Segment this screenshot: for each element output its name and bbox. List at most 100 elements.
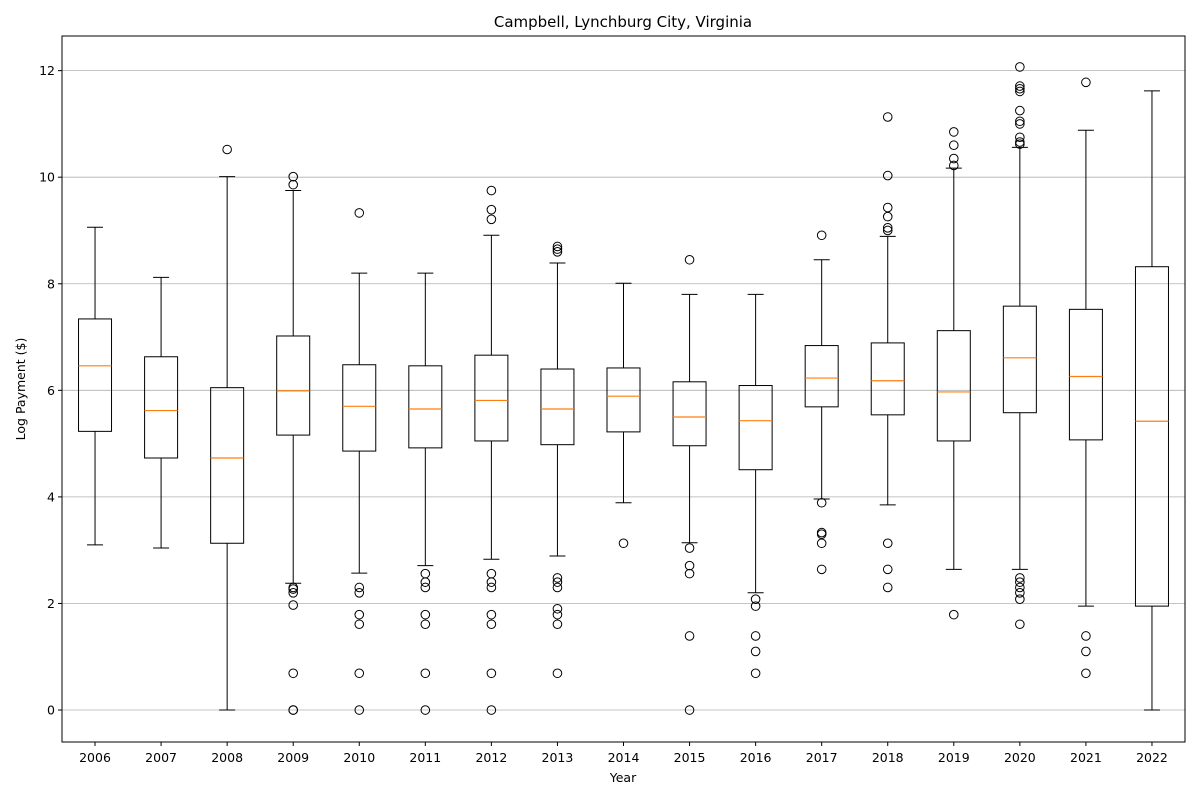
y-tick-label: 10 [39, 170, 55, 185]
x-tick-label: 2022 [1136, 750, 1168, 765]
outlier-point [486, 609, 497, 620]
x-tick-label: 2019 [938, 750, 970, 765]
outlier-point [684, 631, 695, 641]
outlier-point [1015, 139, 1025, 149]
iqr-box [936, 330, 971, 442]
outlier-point [552, 573, 563, 583]
outlier-point [684, 543, 695, 553]
x-tick-label: 2020 [1004, 750, 1036, 765]
outlier-point [486, 204, 497, 215]
outlier-point [1015, 619, 1025, 630]
outlier-point [420, 609, 431, 620]
outlier-point [1015, 62, 1025, 72]
chart-title: Campbell, Lynchburg City, Virginia [494, 13, 752, 31]
outlier-point [948, 127, 959, 137]
outlier-point [1081, 631, 1091, 641]
outlier-point [882, 170, 893, 181]
outlier-point [750, 631, 761, 641]
outlier-point [750, 646, 761, 657]
outlier-point [1015, 81, 1025, 91]
box-2018 [870, 112, 905, 593]
outlier-point [1015, 83, 1025, 94]
outlier-point [222, 144, 232, 155]
y-tick-label: 8 [47, 276, 55, 291]
box-2010 [342, 208, 377, 715]
outlier-point [420, 619, 431, 630]
outlier-point [486, 214, 497, 225]
iqr-box [276, 335, 311, 436]
outlier-point [354, 588, 365, 598]
outlier-point [882, 223, 893, 233]
box-2017 [804, 230, 839, 575]
outlier-point [354, 619, 365, 630]
outlier-point [882, 211, 893, 222]
x-axis-ticks: 2006 2007 2008 2009 2010 2011 2012 2013 2014 2015… [79, 742, 1168, 765]
outlier-point [552, 603, 563, 614]
y-tick-label: 12 [39, 63, 55, 78]
box-2009 [276, 171, 311, 715]
outlier-point [486, 705, 497, 715]
iqr-box [78, 318, 113, 432]
x-tick-label: 2009 [277, 750, 309, 765]
outlier-point [420, 577, 431, 587]
outlier-point [816, 497, 827, 508]
box-2019 [936, 127, 971, 620]
outlier-point [552, 609, 563, 620]
x-axis-label: Year [609, 770, 637, 785]
iqr-box [474, 354, 509, 442]
outlier-point [882, 202, 893, 213]
outlier-point [882, 582, 893, 593]
outlier-point [684, 705, 695, 715]
outlier-point [1015, 573, 1025, 583]
outlier-point [948, 153, 959, 164]
outlier-point [1015, 594, 1025, 605]
iqr-box [408, 365, 443, 449]
outlier-point [288, 584, 299, 594]
iqr-box [606, 367, 641, 433]
box-2015 [672, 254, 707, 715]
outlier-point [618, 538, 629, 549]
outlier-point [684, 560, 695, 571]
x-tick-label: 2010 [343, 750, 375, 765]
y-axis-ticks: 0 2 4 6 8 10 12 [39, 63, 62, 718]
outlier-point [354, 705, 365, 715]
iqr-box [1134, 266, 1169, 607]
x-tick-label: 2012 [475, 750, 507, 765]
outlier-point [288, 588, 299, 598]
outlier-point [486, 619, 497, 630]
outlier-point [750, 601, 761, 611]
x-tick-label: 2016 [740, 750, 772, 765]
outlier-point [1015, 577, 1025, 587]
x-tick-label: 2011 [409, 750, 441, 765]
x-tick-label: 2013 [542, 750, 574, 765]
outlier-point [288, 171, 299, 182]
outlier-point [552, 244, 563, 254]
box-2013 [540, 241, 575, 679]
y-axis-label: Log Payment ($) [13, 338, 28, 441]
box-2008 [210, 144, 245, 711]
outlier-point [816, 564, 827, 575]
outlier-point [552, 577, 563, 587]
outlier-point [684, 568, 695, 579]
outlier-point [354, 609, 365, 620]
outlier-point [552, 619, 563, 630]
outlier-point [816, 538, 827, 549]
box-2007 [144, 276, 179, 549]
iqr-box [342, 364, 377, 452]
x-tick-label: 2017 [806, 750, 838, 765]
box-2011 [408, 272, 443, 715]
outlier-point [486, 577, 497, 587]
outlier-point [882, 112, 893, 122]
outlier-point [882, 564, 893, 575]
outlier-point [354, 668, 365, 679]
box-2014 [606, 282, 641, 549]
outlier-point [1015, 588, 1025, 598]
x-tick-label: 2018 [872, 750, 904, 765]
outlier-point [1015, 116, 1025, 127]
y-gridlines [62, 70, 1185, 711]
y-tick-label: 0 [47, 703, 55, 718]
box-2021 [1068, 77, 1103, 679]
boxes [78, 62, 1169, 715]
outlier-point [486, 568, 497, 579]
iqr-box [210, 387, 245, 544]
